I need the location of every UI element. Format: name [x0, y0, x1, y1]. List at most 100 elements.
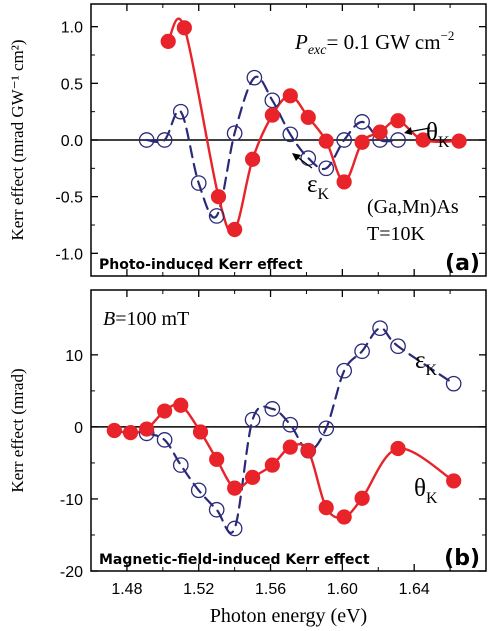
- data-point-theta: [264, 457, 280, 473]
- theta-k-label: θK: [414, 475, 438, 507]
- panel-label: (b): [444, 546, 480, 571]
- data-point-theta: [122, 425, 139, 441]
- data-point-epsilon: [390, 132, 406, 148]
- panel-b: -20 -10 0 10 Kerr effect (mrad) (b) Magnetic-f…: [8, 289, 487, 627]
- data-point-theta: [354, 134, 370, 150]
- data-point-epsilon: [172, 457, 189, 473]
- data-point-epsilon: [354, 114, 370, 130]
- epsilon-k-label: εK: [415, 347, 438, 379]
- data-point-epsilon: [354, 343, 370, 360]
- data-point-epsilon: [318, 420, 335, 437]
- data-point-epsilon: [208, 501, 225, 518]
- series-subscript: K: [426, 362, 438, 379]
- y-axis-label: Kerr effect (mrad): [8, 368, 27, 492]
- y-tick-label: 0.0: [61, 133, 83, 150]
- data-point-epsilon: [172, 103, 189, 120]
- y-tick-label: 0: [74, 420, 83, 437]
- data-point-epsilon: [208, 208, 225, 224]
- data-point-theta: [336, 174, 352, 190]
- sample-label: (Ga,Mn)As: [367, 196, 459, 218]
- field-symbol: B: [103, 308, 115, 330]
- annotation-text: Magnetic-field-induced Kerr effect: [99, 552, 370, 568]
- data-point-theta: [244, 151, 261, 167]
- data-point-theta: [372, 124, 388, 140]
- x-axis-label: Photon energy (eV): [210, 605, 367, 627]
- y-tick-label: -10: [60, 492, 83, 509]
- data-point-theta: [390, 440, 406, 457]
- data-point-epsilon: [190, 482, 207, 499]
- data-point-epsilon: [138, 132, 155, 148]
- data-point-epsilon: [190, 175, 207, 191]
- data-point-theta: [157, 403, 173, 419]
- annotation-text: Photo-induced Kerr effect: [99, 257, 303, 273]
- panel-a: -1.0 -0.5 0.0 0.5 1.0 Kerr effect (mrad GW⁻¹ …: [8, 3, 487, 277]
- x-tick-label: 1.48: [111, 581, 142, 598]
- data-point-theta: [209, 451, 225, 467]
- power-annotation: Pexc= 0.1 GW cm−2: [294, 28, 454, 58]
- y-tick-label: -1.0: [55, 246, 83, 263]
- data-point-epsilon: [156, 132, 173, 148]
- data-point-epsilon: [282, 126, 299, 143]
- series-symbol: θ: [414, 475, 426, 502]
- data-point-epsilon: [445, 375, 462, 392]
- y-tick-label: 0.5: [61, 76, 83, 93]
- data-point-epsilon: [246, 69, 263, 86]
- data-point-theta: [446, 473, 462, 489]
- data-point-epsilon: [226, 125, 243, 142]
- data-point-epsilon: [336, 362, 353, 379]
- power-exponent: −2: [441, 28, 455, 43]
- power-symbol: P: [294, 30, 308, 54]
- temperature-label: T=10K: [367, 223, 425, 245]
- x-tick-label: 1.56: [255, 581, 286, 598]
- data-point-epsilon: [336, 132, 353, 148]
- series-subscript: K: [318, 186, 330, 203]
- data-point-epsilon: [372, 320, 388, 337]
- data-point-theta: [227, 221, 243, 238]
- field-value: =100 mT: [115, 308, 189, 330]
- y-axis-label: Kerr effect (mrad GW⁻¹ cm²): [8, 39, 27, 240]
- series-symbol: ε: [307, 171, 318, 198]
- data-point-theta: [106, 422, 122, 439]
- epsilon-k-label: εK: [307, 171, 330, 203]
- series-line-epsilon: [145, 327, 455, 534]
- data-point-theta: [354, 490, 370, 506]
- field-annotation: B=100 mT: [103, 308, 189, 330]
- x-tick-label: 1.52: [183, 581, 214, 598]
- y-tick-label: -0.5: [55, 190, 83, 207]
- y-tick-label: -20: [60, 564, 83, 581]
- series-line-theta: [167, 17, 461, 233]
- epsilon-arrowhead: [292, 153, 301, 161]
- data-point-theta: [415, 132, 431, 148]
- y-tick-label: 10: [65, 348, 83, 365]
- epsilon-arrow: [295, 155, 313, 169]
- data-point-theta: [210, 189, 227, 205]
- data-point-theta: [300, 443, 316, 459]
- series-subscript: K: [426, 490, 438, 507]
- x-tick-label: 1.64: [399, 581, 430, 598]
- data-point-epsilon: [264, 401, 281, 417]
- data-point-theta: [192, 424, 209, 440]
- data-point-theta: [227, 480, 243, 496]
- plot-frame: [90, 289, 487, 572]
- data-point-epsilon: [156, 432, 173, 448]
- theta-arrowhead: [404, 127, 412, 135]
- data-point-epsilon: [300, 150, 317, 166]
- power-value: = 0.1 GW cm: [326, 30, 440, 54]
- data-point-epsilon: [318, 160, 335, 177]
- power-subscript: exc: [308, 43, 327, 58]
- y-tick-label: 1.0: [61, 20, 83, 37]
- data-point-epsilon: [226, 520, 243, 537]
- data-point-theta: [336, 509, 352, 525]
- data-point-theta: [176, 20, 192, 36]
- data-point-theta: [300, 109, 316, 125]
- data-point-theta: [318, 133, 334, 149]
- theta-arrow: [407, 127, 431, 133]
- data-point-theta: [451, 133, 467, 149]
- data-point-epsilon: [264, 92, 281, 109]
- data-point-theta: [282, 88, 298, 104]
- panel-label: (a): [445, 251, 480, 276]
- theta-k-label: θK: [426, 119, 450, 151]
- data-point-theta: [318, 499, 334, 516]
- data-point-epsilon: [244, 411, 261, 428]
